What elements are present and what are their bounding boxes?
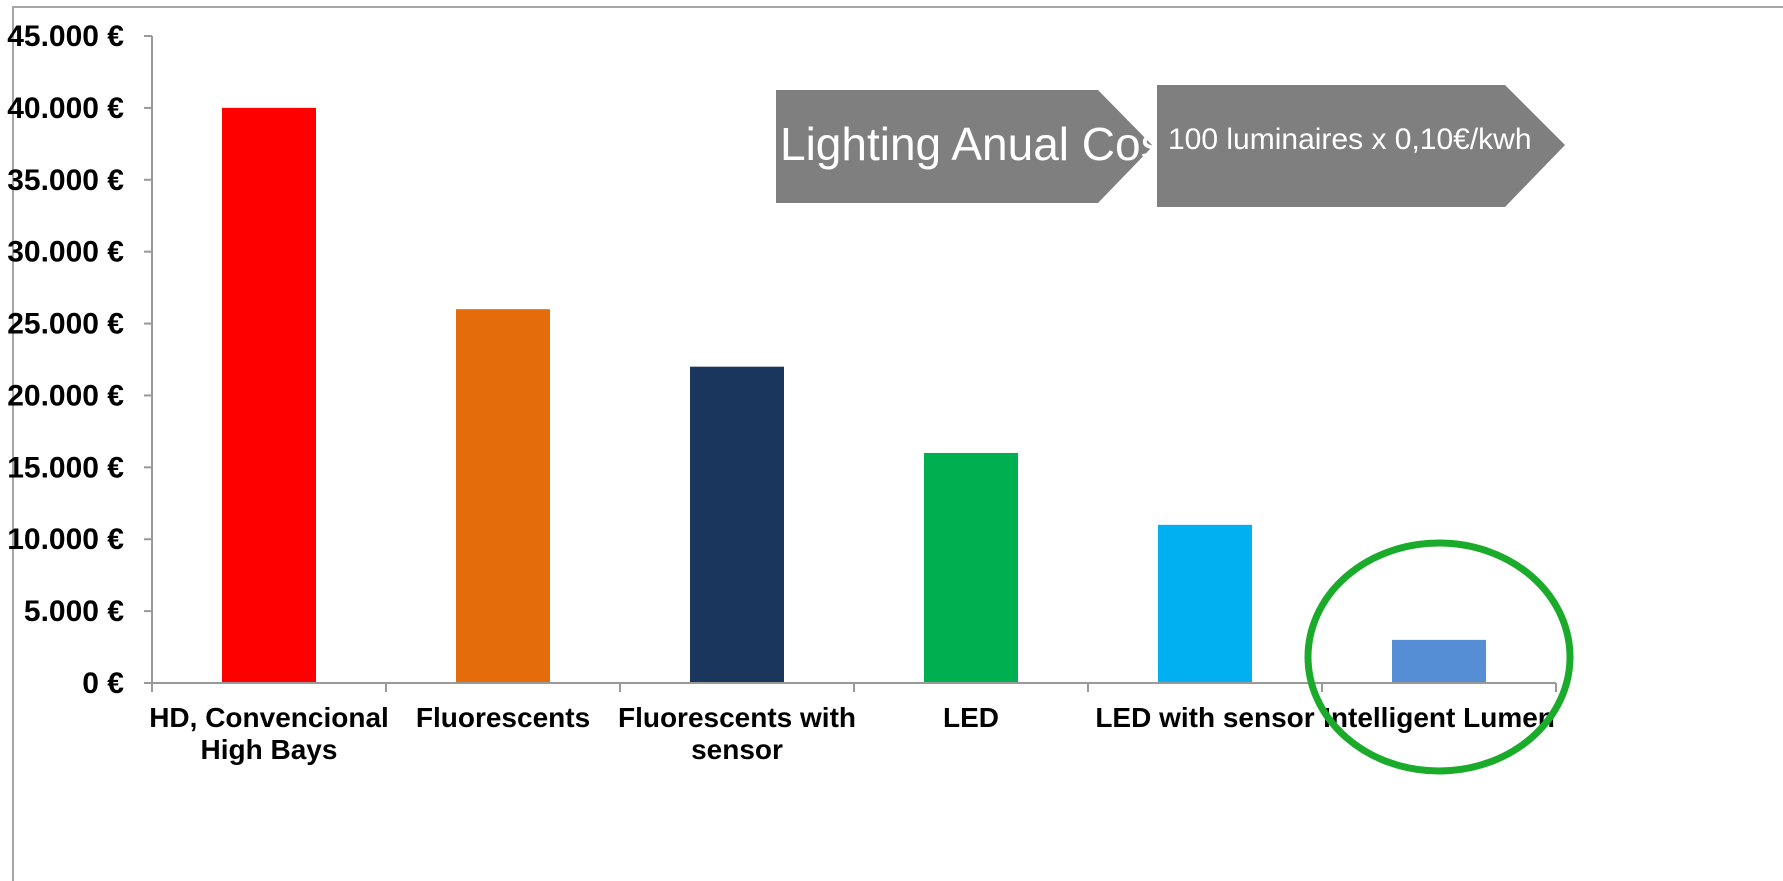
- y-tick-label: 15.000 €: [7, 451, 124, 484]
- x-tick-label: High Bays: [201, 734, 338, 765]
- x-tick-label: Fluorescents: [416, 702, 590, 733]
- y-tick-label: 30.000 €: [7, 236, 124, 269]
- chart-frame: [12, 6, 1783, 881]
- x-tick-label: LED: [943, 702, 999, 733]
- annotation-text: Lighting Anual Cost: [780, 118, 1177, 170]
- y-tick-label: 40.000 €: [7, 92, 124, 125]
- bar: [456, 309, 550, 683]
- bar: [1392, 639, 1486, 683]
- annotation-text: 100 luminaires x 0,10€/kwh: [1168, 123, 1532, 156]
- y-tick-label: 20.000 €: [7, 379, 124, 412]
- y-tick-label: 0 €: [82, 667, 124, 700]
- bar: [1158, 524, 1252, 683]
- bar: [690, 366, 784, 683]
- y-tick-label: 45.000 €: [7, 20, 124, 53]
- y-tick-label: 25.000 €: [7, 308, 124, 341]
- x-tick-label: sensor: [691, 734, 783, 765]
- annotation-chevron: [776, 90, 1153, 203]
- label-group: 0 € 5.000 € 10.000 € 15.000 € 20.000 € 25.000…: [7, 20, 1555, 765]
- bar: [924, 452, 1018, 683]
- x-tick-label: LED with sensor: [1095, 702, 1314, 733]
- y-tick-label: 35.000 €: [7, 164, 124, 197]
- y-tick-label: 10.000 €: [7, 523, 124, 556]
- annotation-chevron: [1157, 85, 1565, 207]
- x-tick-label: Fluorescents with: [618, 702, 856, 733]
- highlight-ellipse: [1304, 539, 1574, 775]
- bar-group: [222, 107, 1486, 683]
- x-tick-label: HD, Convencional: [149, 702, 389, 733]
- axes-group: [144, 35, 1557, 692]
- highlight-group: [1304, 539, 1574, 775]
- x-tick-label: Intelligent Lumen: [1323, 702, 1555, 733]
- y-tick-label: 5.000 €: [24, 595, 124, 628]
- bar: [222, 107, 316, 683]
